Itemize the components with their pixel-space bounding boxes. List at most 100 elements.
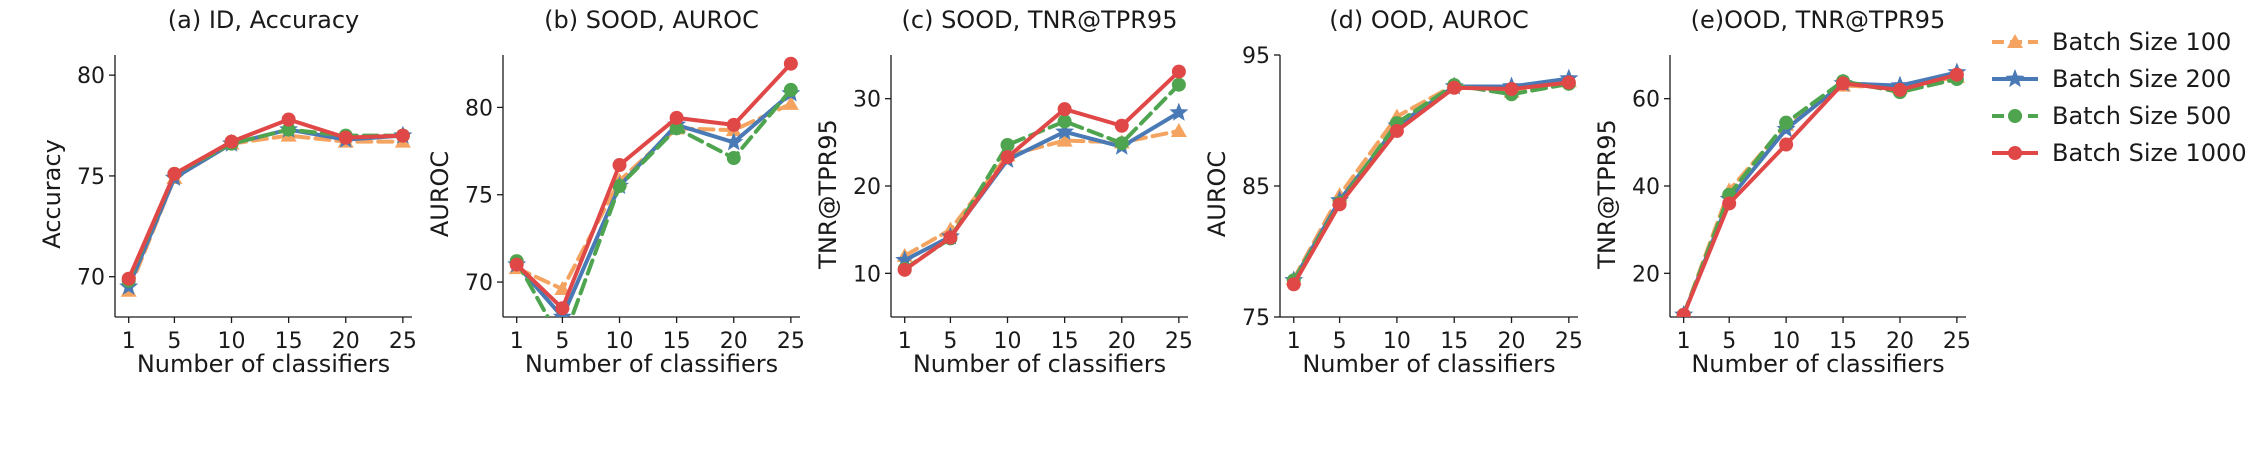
x-tick-label: 15: [663, 329, 691, 354]
x-tick-label: 10: [1383, 329, 1411, 354]
series-line: [514, 61, 793, 311]
legend-item: Batch Size 100: [1992, 28, 2231, 56]
data-point: [1332, 197, 1347, 212]
x-tick-label: 5: [1333, 329, 1347, 354]
legend-item: Batch Size 500: [1992, 102, 2231, 130]
x-tick-label: 5: [167, 329, 181, 354]
y-tick-label: 20: [853, 175, 881, 200]
series-line: [126, 117, 405, 281]
series-line: [514, 87, 793, 317]
series-line: [1681, 77, 1959, 317]
data-point: [1389, 123, 1404, 138]
data-point: [554, 281, 571, 296]
legend-item: Batch Size 1000: [1992, 139, 2247, 167]
legend: Batch Size 100 Batch Size 200 Batch Size 5…: [1992, 28, 2247, 167]
data-point: [1949, 67, 1964, 82]
x-tick-label: 25: [389, 329, 417, 354]
x-axis-label: Number of classifiers: [913, 350, 1166, 378]
data-point: [1000, 137, 1015, 152]
x-tick-label: 15: [275, 329, 303, 354]
series-line: [1291, 79, 1571, 282]
y-axis-label: Accuracy: [38, 139, 66, 249]
data-point: [612, 158, 627, 173]
data-point: [281, 112, 296, 127]
data-point: [1779, 115, 1794, 130]
legend-label: Batch Size 1000: [2052, 139, 2247, 167]
data-point: [1286, 277, 1301, 292]
x-axis-label: Number of classifiers: [1302, 350, 1555, 378]
x-tick-label: 1: [898, 329, 912, 354]
y-axis-label: TNR@TPR95: [814, 119, 842, 270]
x-tick-label: 1: [122, 329, 136, 354]
legend-marker: [2007, 34, 2023, 48]
legend-item: Batch Size 200: [1992, 65, 2231, 93]
legend-marker: [2008, 146, 2022, 160]
data-point: [121, 271, 136, 286]
data-point: [281, 122, 296, 137]
data-point: [895, 250, 915, 269]
data-point: [783, 56, 798, 71]
x-tick-label: 20: [720, 329, 748, 354]
chart-title: (e)OOD, TNR@TPR95: [1691, 6, 1946, 34]
legend-marker: [2005, 69, 2025, 88]
data-point: [1722, 196, 1737, 211]
series-line: [126, 127, 405, 283]
chart-title: (b) SOOD, AUROC: [544, 6, 759, 34]
data-point: [782, 95, 799, 110]
data-point: [1114, 118, 1129, 133]
y-tick-label: 20: [1632, 262, 1660, 287]
data-point: [669, 121, 684, 136]
y-tick-label: 10: [853, 262, 881, 287]
x-axis-label: Number of classifiers: [137, 350, 390, 378]
x-tick-label: 10: [218, 329, 246, 354]
x-tick-label: 15: [1440, 329, 1468, 354]
x-tick-label: 20: [332, 329, 360, 354]
series-group: [895, 64, 1189, 277]
x-tick-label: 25: [777, 329, 805, 354]
series-group: [507, 56, 801, 317]
data-point: [1171, 77, 1186, 92]
data-point: [669, 110, 684, 125]
y-axis-label: AUROC: [426, 151, 454, 237]
x-tick-label: 10: [1772, 329, 1800, 354]
data-point: [395, 128, 410, 143]
data-point: [509, 257, 524, 272]
y-tick-label: 95: [1242, 44, 1270, 69]
data-point: [1504, 82, 1519, 97]
x-tick-label: 25: [1165, 329, 1193, 354]
series-group: [119, 112, 413, 297]
series-line: [514, 91, 793, 317]
y-tick-label: 80: [77, 64, 105, 89]
x-axis-label: Number of classifiers: [525, 350, 778, 378]
data-point: [1170, 122, 1187, 137]
series-line: [514, 101, 793, 292]
legend-label: Batch Size 200: [2052, 65, 2231, 93]
x-tick-label: 1: [1677, 329, 1691, 354]
series-line: [902, 69, 1181, 272]
data-point: [1057, 102, 1072, 117]
x-tick-label: 25: [1555, 329, 1583, 354]
data-point: [1055, 121, 1075, 140]
data-point: [1000, 150, 1015, 165]
x-tick-label: 5: [943, 329, 957, 354]
series-line: [1681, 72, 1959, 317]
y-tick-label: 75: [1242, 306, 1270, 331]
x-tick-label: 10: [994, 329, 1022, 354]
series-line: [1291, 76, 1571, 283]
y-tick-label: 75: [77, 165, 105, 190]
data-point: [1836, 76, 1851, 91]
x-tick-label: 20: [1108, 329, 1136, 354]
x-tick-label: 10: [606, 329, 634, 354]
x-tick-label: 20: [1498, 329, 1526, 354]
y-axis-label: AUROC: [1203, 151, 1231, 237]
x-tick-label: 1: [1287, 329, 1301, 354]
series-line: [1291, 80, 1571, 287]
legend-label: Batch Size 100: [2052, 28, 2231, 56]
series-line: [1291, 81, 1571, 283]
data-point: [1056, 132, 1073, 147]
y-tick-label: 40: [1632, 175, 1660, 200]
